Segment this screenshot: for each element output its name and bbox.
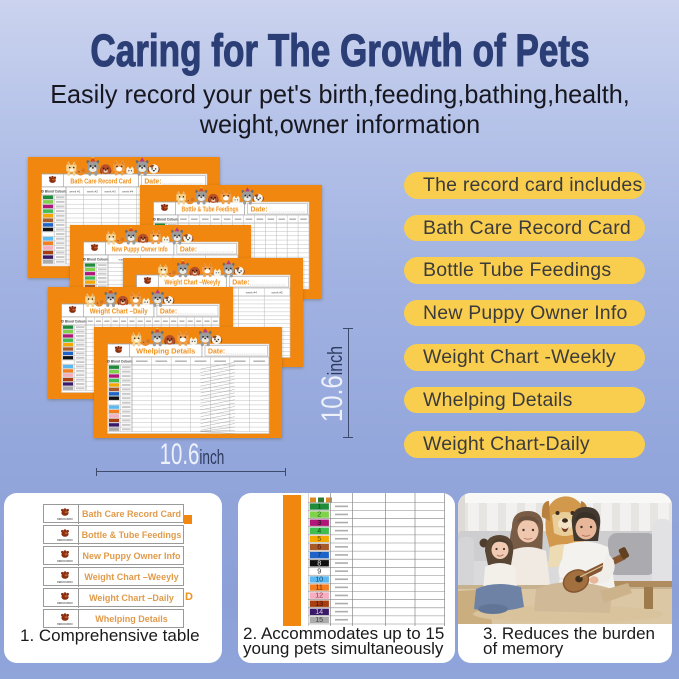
svg-text:1: 1: [317, 502, 321, 511]
svg-text:REDOOUDOU: REDOOUDOU: [57, 602, 73, 605]
svg-text:ID Blood Colours: ID Blood Colours: [61, 320, 87, 324]
svg-text:5: 5: [317, 534, 321, 543]
svg-text:New Puppy Owner Info: New Puppy Owner Info: [112, 244, 168, 253]
svg-text:week #3: week #3: [104, 189, 116, 193]
svg-text:8: 8: [317, 558, 321, 567]
svg-text:11: 11: [315, 583, 322, 592]
svg-text:Date:: Date:: [232, 279, 249, 286]
svg-text:ID Blood Colours: ID Blood Colours: [153, 217, 179, 221]
svg-text:Date:: Date:: [144, 178, 161, 185]
svg-text:ID Blood Colours: ID Blood Colours: [107, 359, 133, 363]
svg-text:Date:: Date:: [180, 247, 197, 254]
svg-text:week #1: week #1: [69, 189, 81, 193]
svg-text:4: 4: [317, 526, 321, 535]
svg-text:Weight Chart –Weeyly: Weight Chart –Weeyly: [164, 277, 220, 286]
svg-text:week #4: week #4: [122, 189, 134, 193]
svg-text:12: 12: [315, 591, 323, 600]
svg-text:REDOOUDOU: REDOOUDOU: [57, 518, 73, 521]
svg-text:13: 13: [315, 599, 323, 608]
svg-text:REDOOUDOU: REDOOUDOU: [57, 623, 73, 626]
svg-text:9: 9: [317, 566, 321, 575]
svg-text:Bath Care Record Card: Bath Care Record Card: [70, 176, 131, 185]
svg-text:6: 6: [317, 542, 321, 551]
svg-text:week #4: week #4: [245, 290, 257, 294]
svg-text:week #5: week #5: [271, 290, 283, 294]
svg-text:15: 15: [315, 615, 323, 624]
svg-text:ID Blood Colours: ID Blood Colours: [83, 257, 109, 261]
svg-text:REDOOUDOU: REDOOUDOU: [57, 539, 73, 542]
svg-text:7: 7: [317, 550, 321, 559]
svg-text:3: 3: [317, 518, 321, 527]
svg-text:Date:: Date:: [208, 348, 225, 355]
svg-text:REDOOUDOU: REDOOUDOU: [57, 560, 73, 563]
svg-text:Bottle & Tube Feedings: Bottle & Tube Feedings: [182, 204, 239, 213]
svg-text:10: 10: [315, 575, 323, 584]
svg-text:14: 14: [315, 607, 323, 616]
svg-text:2: 2: [317, 510, 321, 519]
svg-text:week #2: week #2: [87, 189, 99, 193]
svg-text:REDOOUDOU: REDOOUDOU: [57, 581, 73, 584]
svg-text:Weight Chart –Daily: Weight Chart –Daily: [90, 307, 148, 316]
svg-text:Date:: Date:: [160, 309, 177, 316]
svg-text:ID Blood Colours: ID Blood Colours: [41, 189, 67, 193]
svg-text:Date:: Date:: [250, 206, 267, 213]
svg-text:Whelping Details: Whelping Details: [136, 346, 195, 355]
